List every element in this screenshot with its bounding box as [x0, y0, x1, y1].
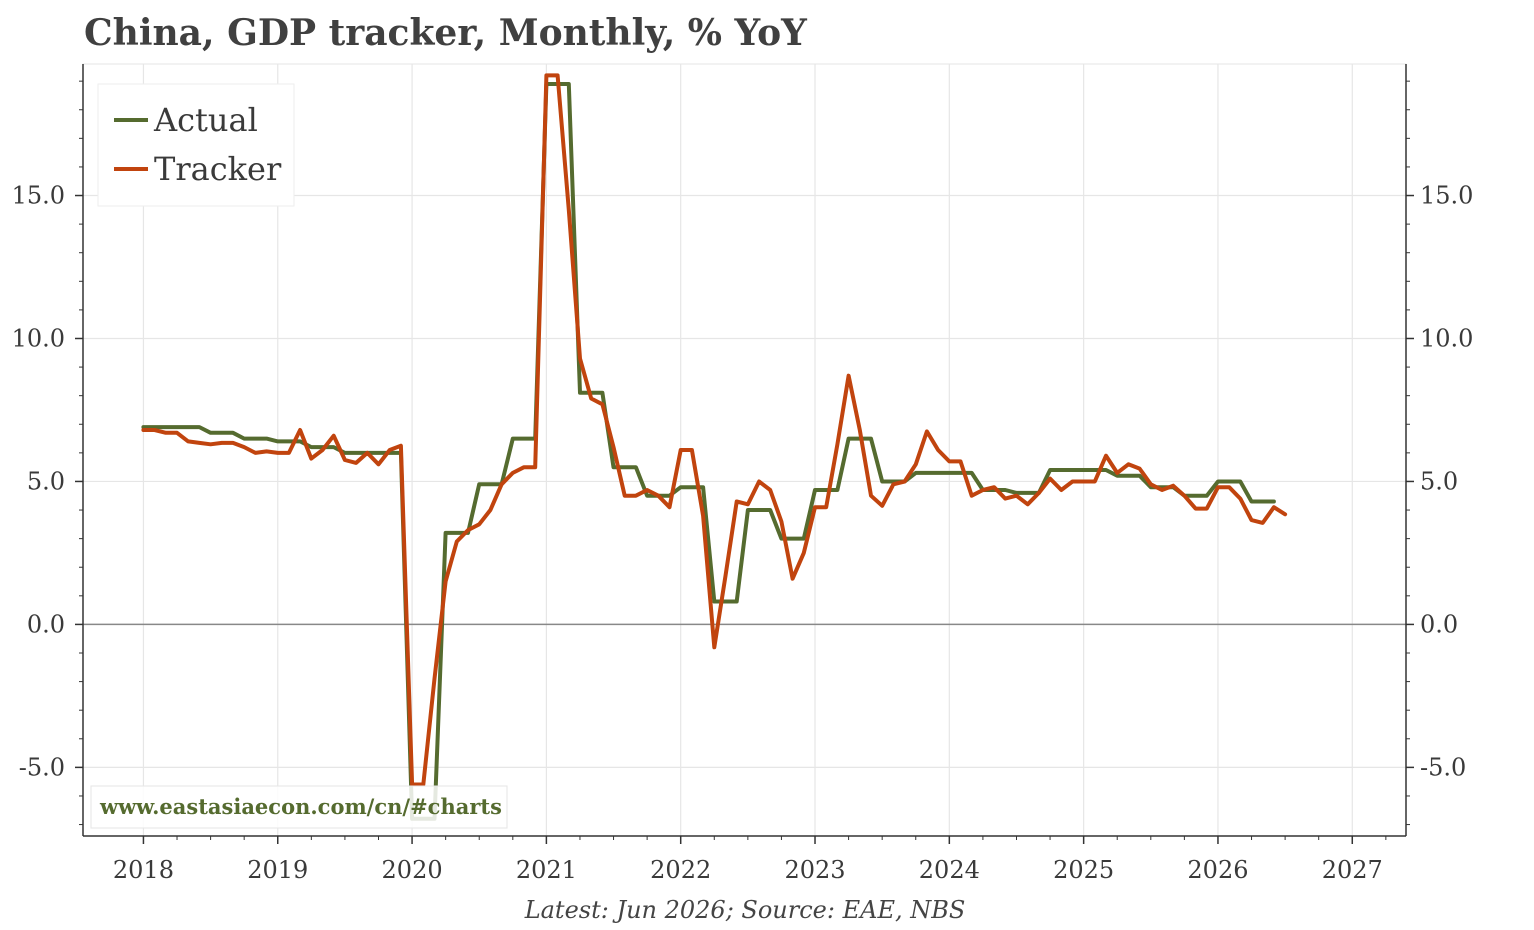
- y-tick-label-left: -5.0: [19, 753, 65, 781]
- y-tick-label-right: 15.0: [1420, 182, 1473, 210]
- legend-label-actual: Actual: [153, 101, 258, 139]
- series-line-actual: [143, 84, 1274, 819]
- watermark: www.eastasiaecon.com/cn/#charts: [91, 786, 507, 828]
- x-tick-label: 2021: [516, 856, 577, 884]
- legend-label-tracker: Tracker: [154, 150, 282, 188]
- y-tick-label-left: 15.0: [12, 182, 65, 210]
- series-layer: [143, 75, 1285, 818]
- x-tick-label: 2019: [247, 856, 308, 884]
- x-tick-label: 2026: [1187, 856, 1248, 884]
- source-note: Latest: Jun 2026; Source: EAE, NBS: [524, 896, 966, 924]
- y-tick-label-right: -5.0: [1420, 753, 1466, 781]
- x-tick-label: 2022: [650, 856, 711, 884]
- watermark-text: www.eastasiaecon.com/cn/#charts: [99, 794, 502, 819]
- x-tick-label: 2027: [1322, 856, 1383, 884]
- y-tick-label-left: 10.0: [12, 324, 65, 352]
- y-tick-label-left: 5.0: [27, 467, 65, 495]
- x-tick-label: 2020: [382, 856, 443, 884]
- x-tick-label: 2023: [784, 856, 845, 884]
- y-tick-label-left: 0.0: [27, 610, 65, 638]
- x-tick-label: 2025: [1053, 856, 1114, 884]
- y-tick-label-right: 10.0: [1420, 324, 1473, 352]
- x-tick-label: 2018: [113, 856, 174, 884]
- y-tick-label-right: 0.0: [1420, 610, 1458, 638]
- series-line-tracker: [143, 75, 1285, 784]
- legend: Actual Tracker: [98, 84, 294, 206]
- x-tick-label: 2024: [919, 856, 980, 884]
- y-tick-label-right: 5.0: [1420, 467, 1458, 495]
